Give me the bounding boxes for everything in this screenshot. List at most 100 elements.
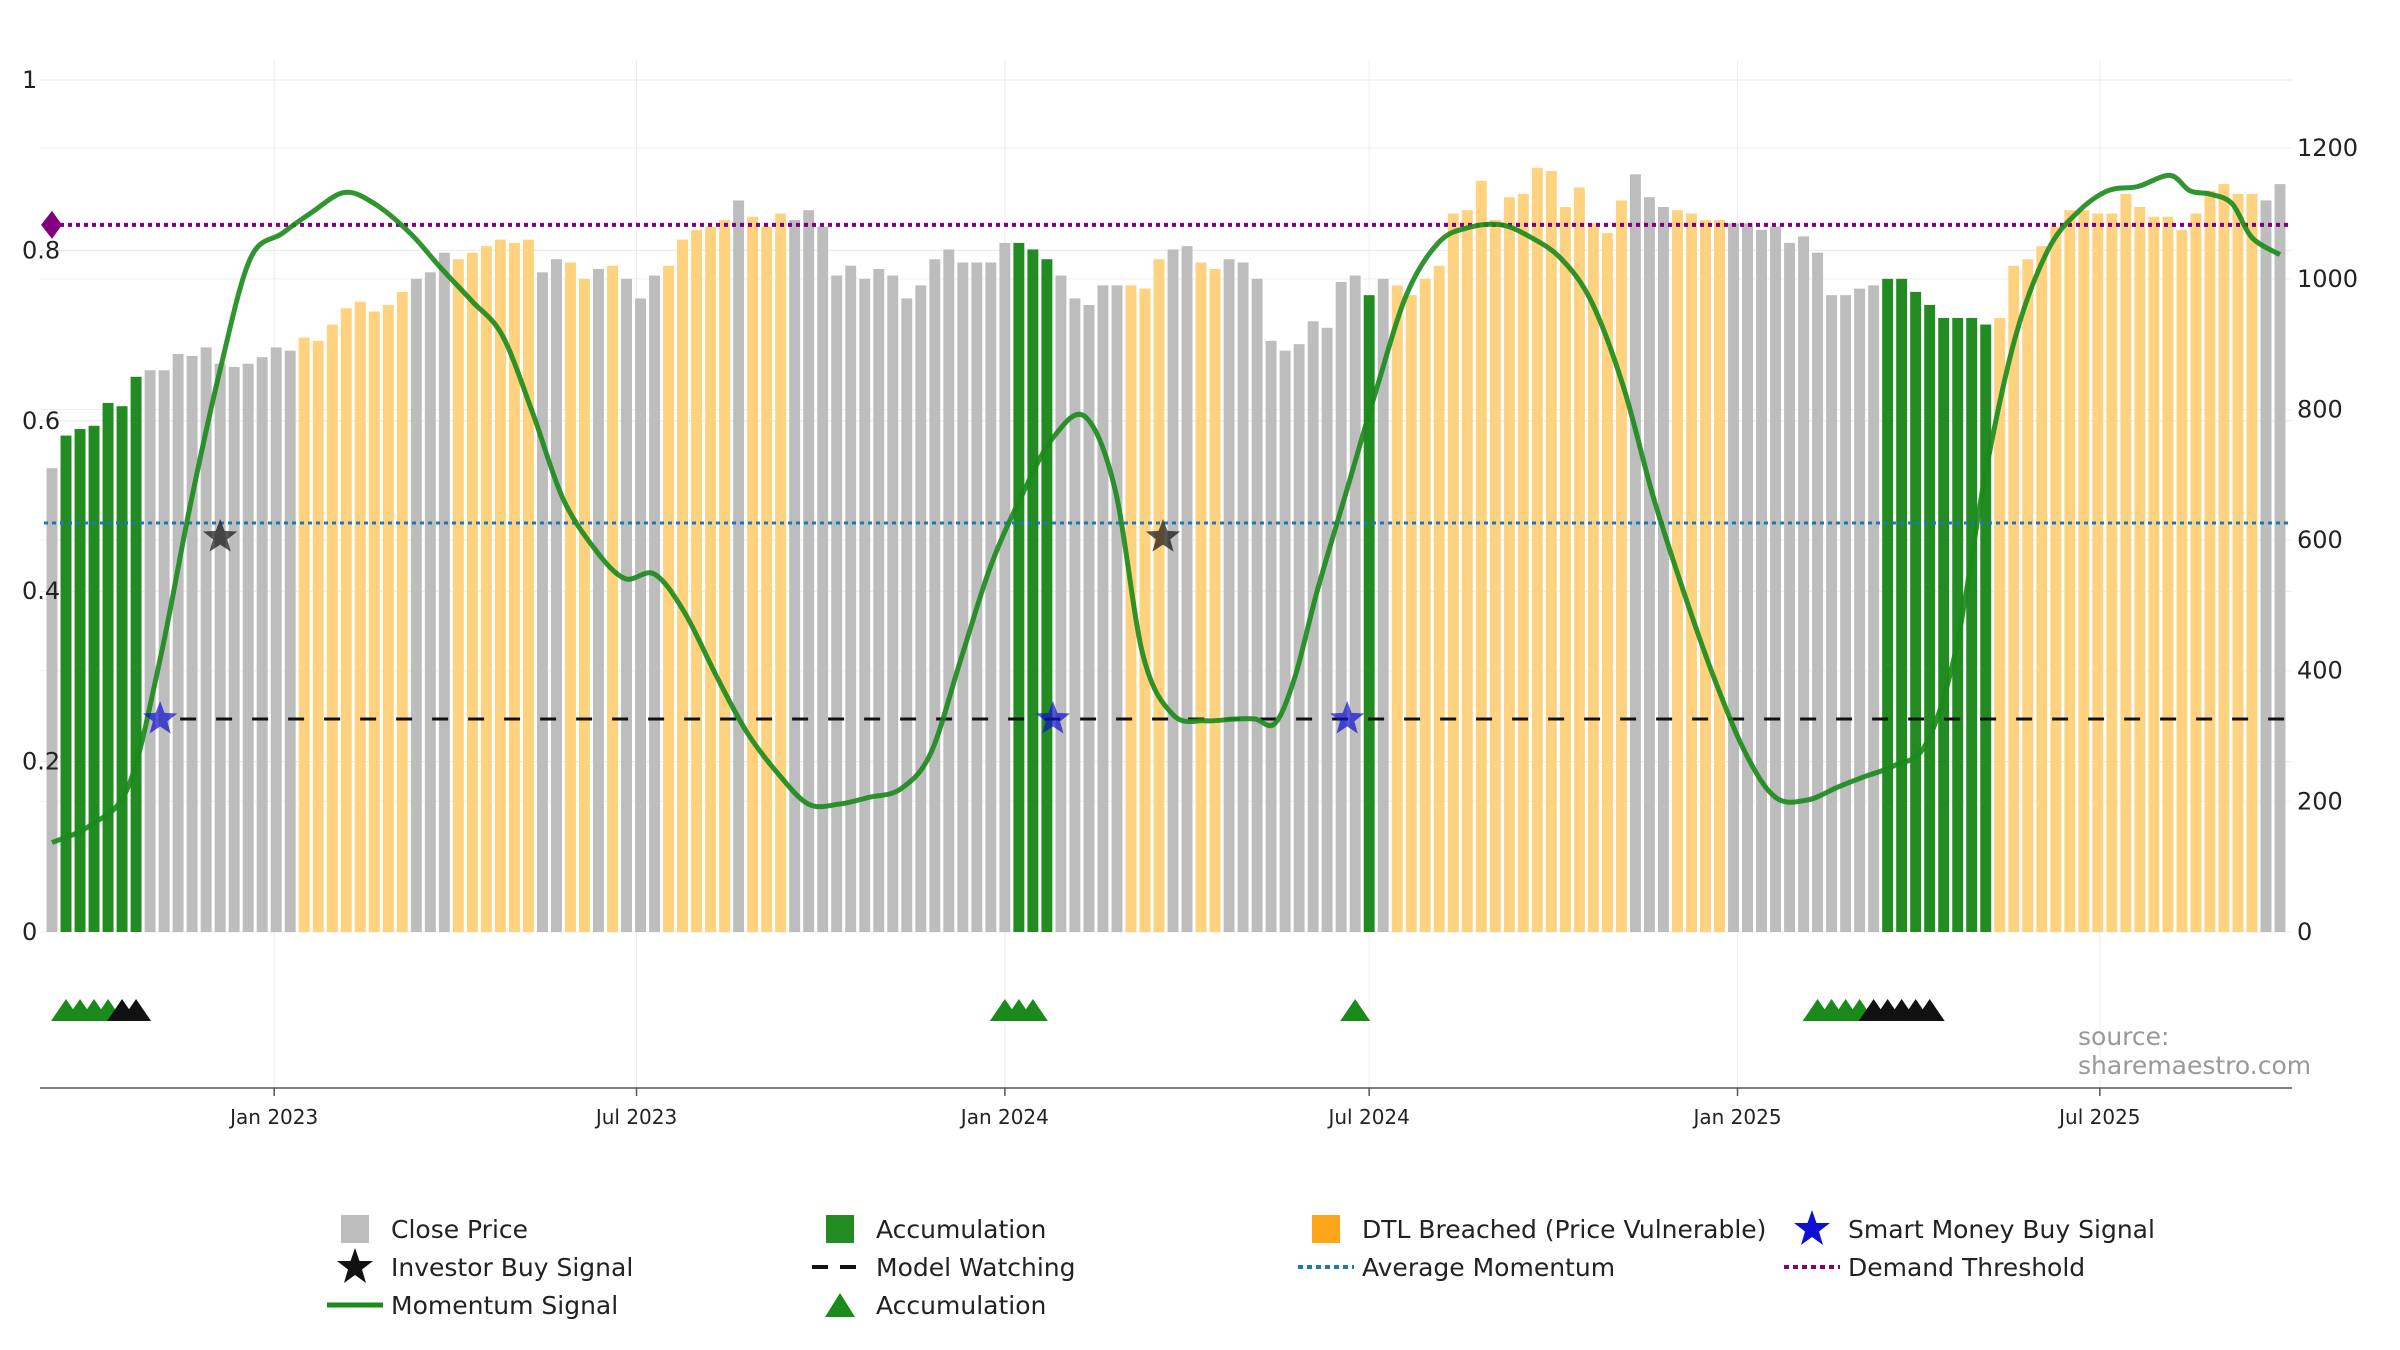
price-bar <box>1167 249 1179 932</box>
legend-label: Momentum Signal <box>391 1290 619 1320</box>
price-bar <box>116 406 128 932</box>
price-bar <box>2148 216 2160 932</box>
price-bar <box>354 301 366 932</box>
triangle-green-icon <box>825 1293 855 1317</box>
accumulation-triangle-black <box>121 999 152 1021</box>
price-bar <box>326 324 338 933</box>
price-bar <box>186 355 198 933</box>
price-bar <box>621 278 632 932</box>
price-bar <box>1391 285 1403 932</box>
left-tick-label: 0 <box>22 918 37 946</box>
dotted-blue-line-icon <box>1298 1265 1354 1269</box>
price-bar <box>1714 220 1725 932</box>
legend-average-momentum: Average Momentum <box>1296 1248 1615 1286</box>
price-bar <box>1125 285 1137 932</box>
price-bar <box>1573 187 1585 932</box>
price-bar <box>1349 275 1361 933</box>
price-bar <box>635 298 646 932</box>
price-bar <box>2120 193 2132 933</box>
legend-demand-threshold: Demand Threshold <box>1782 1248 2085 1286</box>
price-bar <box>859 278 871 932</box>
legend-investor-buy: Investor Buy Signal <box>325 1248 633 1286</box>
price-bar <box>228 366 240 933</box>
price-bar <box>1587 223 1599 932</box>
price-bar <box>2204 190 2216 932</box>
price-bar <box>130 376 142 932</box>
price-bar <box>845 265 857 932</box>
price-bar <box>2134 206 2146 932</box>
square-orange-icon <box>1312 1215 1340 1243</box>
price-bar <box>1615 200 1627 933</box>
right-tick-label: 0 <box>2297 918 2312 946</box>
price-bar <box>508 242 520 933</box>
price-bar <box>1700 220 1711 932</box>
demand-threshold-marker <box>41 210 62 239</box>
price-bar <box>775 213 787 933</box>
legend-label: Demand Threshold <box>1848 1252 2086 1282</box>
price-bar <box>565 262 576 932</box>
price-bar <box>1826 295 1838 932</box>
x-tick-label: Jul 2024 <box>1326 1105 1409 1129</box>
price-bar <box>873 269 885 932</box>
price-bar <box>1321 327 1333 932</box>
price-bar <box>1728 223 1739 932</box>
price-bar <box>1069 298 1081 932</box>
legend-model-watching: Model Watching <box>810 1248 1076 1286</box>
price-bar <box>1265 340 1277 933</box>
price-bar <box>999 242 1011 933</box>
price-bar <box>88 425 100 932</box>
dashed-line-icon <box>812 1265 868 1269</box>
price-bar <box>593 269 604 932</box>
price-bar <box>522 239 534 932</box>
price-bar <box>1139 288 1151 932</box>
price-bar <box>1545 171 1557 932</box>
legend: Close Price Accumulation DTL Breached (P… <box>0 1210 2400 1340</box>
legend-label: DTL Breached (Price Vulnerable) <box>1362 1214 1767 1244</box>
price-bar <box>1882 278 1894 932</box>
price-bar <box>74 429 86 932</box>
price-bar <box>312 340 324 933</box>
price-bar <box>663 265 675 932</box>
star-blue-icon <box>1794 1210 1830 1245</box>
price-bar <box>887 275 899 933</box>
right-tick-label: 600 <box>2297 526 2343 554</box>
price-bar <box>1784 242 1796 933</box>
x-tick-label: Jan 2025 <box>1691 1105 1781 1129</box>
price-bar <box>340 308 352 933</box>
price-bar <box>607 265 618 932</box>
price-bar <box>1503 197 1515 933</box>
legend-label: Smart Money Buy Signal <box>1848 1214 2155 1244</box>
square-green-icon <box>826 1215 854 1243</box>
legend-accumulation-marker: Accumulation <box>810 1286 1046 1324</box>
price-bar <box>1489 220 1501 932</box>
price-bar <box>929 259 941 933</box>
price-bar <box>677 239 689 932</box>
price-bar <box>1531 167 1543 933</box>
price-bar <box>747 216 759 932</box>
price-bar <box>1433 265 1445 932</box>
price-bar <box>1798 236 1810 932</box>
price-bar <box>1938 318 1950 933</box>
price-bar <box>957 262 969 932</box>
price-bar <box>719 220 731 932</box>
price-bar <box>1868 285 1880 932</box>
star-black-icon <box>337 1248 373 1283</box>
price-bar <box>817 226 829 933</box>
price-bar <box>1517 193 1529 933</box>
left-tick-label: 0.8 <box>22 236 60 264</box>
price-bar <box>2232 193 2244 933</box>
price-bar <box>1475 180 1487 932</box>
price-bar <box>1840 295 1852 932</box>
price-bar <box>2162 216 2174 932</box>
legend-label: Investor Buy Signal <box>391 1252 634 1282</box>
price-bar <box>466 252 478 932</box>
smart-money-buy-star <box>1330 701 1365 734</box>
price-bar <box>1924 304 1936 932</box>
price-bar <box>298 337 310 932</box>
signal-markers <box>51 519 1945 1021</box>
price-bar <box>985 262 997 932</box>
price-bar <box>1910 291 1922 933</box>
legend-dtl-breached: DTL Breached (Price Vulnerable) <box>1296 1210 1766 1248</box>
x-tick-label: Jan 2023 <box>228 1105 318 1129</box>
price-bar <box>1335 282 1347 932</box>
